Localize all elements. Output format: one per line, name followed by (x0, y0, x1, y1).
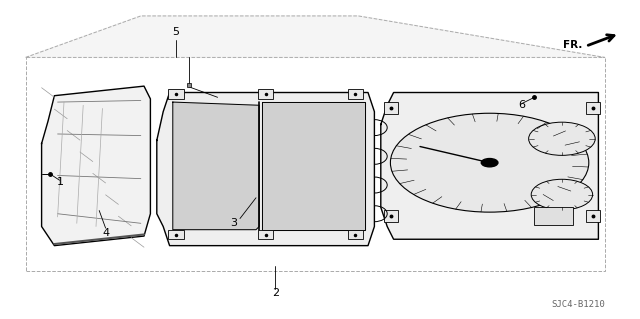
Polygon shape (42, 86, 150, 246)
Text: FR.: FR. (563, 40, 582, 50)
Polygon shape (381, 93, 598, 239)
FancyBboxPatch shape (586, 210, 600, 222)
Text: 2: 2 (271, 288, 279, 299)
FancyBboxPatch shape (384, 102, 398, 114)
FancyBboxPatch shape (348, 230, 363, 239)
Text: 3: 3 (230, 218, 237, 228)
Polygon shape (262, 102, 365, 230)
FancyBboxPatch shape (258, 89, 273, 99)
FancyBboxPatch shape (534, 207, 573, 225)
Text: 4: 4 (102, 228, 109, 238)
FancyBboxPatch shape (258, 230, 273, 239)
FancyBboxPatch shape (168, 230, 184, 239)
Polygon shape (157, 93, 374, 246)
Circle shape (529, 122, 595, 155)
Text: SJC4-B1210: SJC4-B1210 (551, 300, 605, 309)
FancyBboxPatch shape (168, 89, 184, 99)
FancyBboxPatch shape (384, 210, 398, 222)
Text: 5: 5 (173, 27, 179, 37)
Circle shape (531, 179, 593, 210)
Text: 1: 1 (58, 177, 64, 187)
Polygon shape (26, 16, 605, 57)
Circle shape (390, 113, 589, 212)
Circle shape (481, 159, 498, 167)
FancyBboxPatch shape (348, 89, 363, 99)
Text: 6: 6 (518, 100, 525, 110)
FancyBboxPatch shape (586, 102, 600, 114)
Polygon shape (173, 102, 259, 230)
